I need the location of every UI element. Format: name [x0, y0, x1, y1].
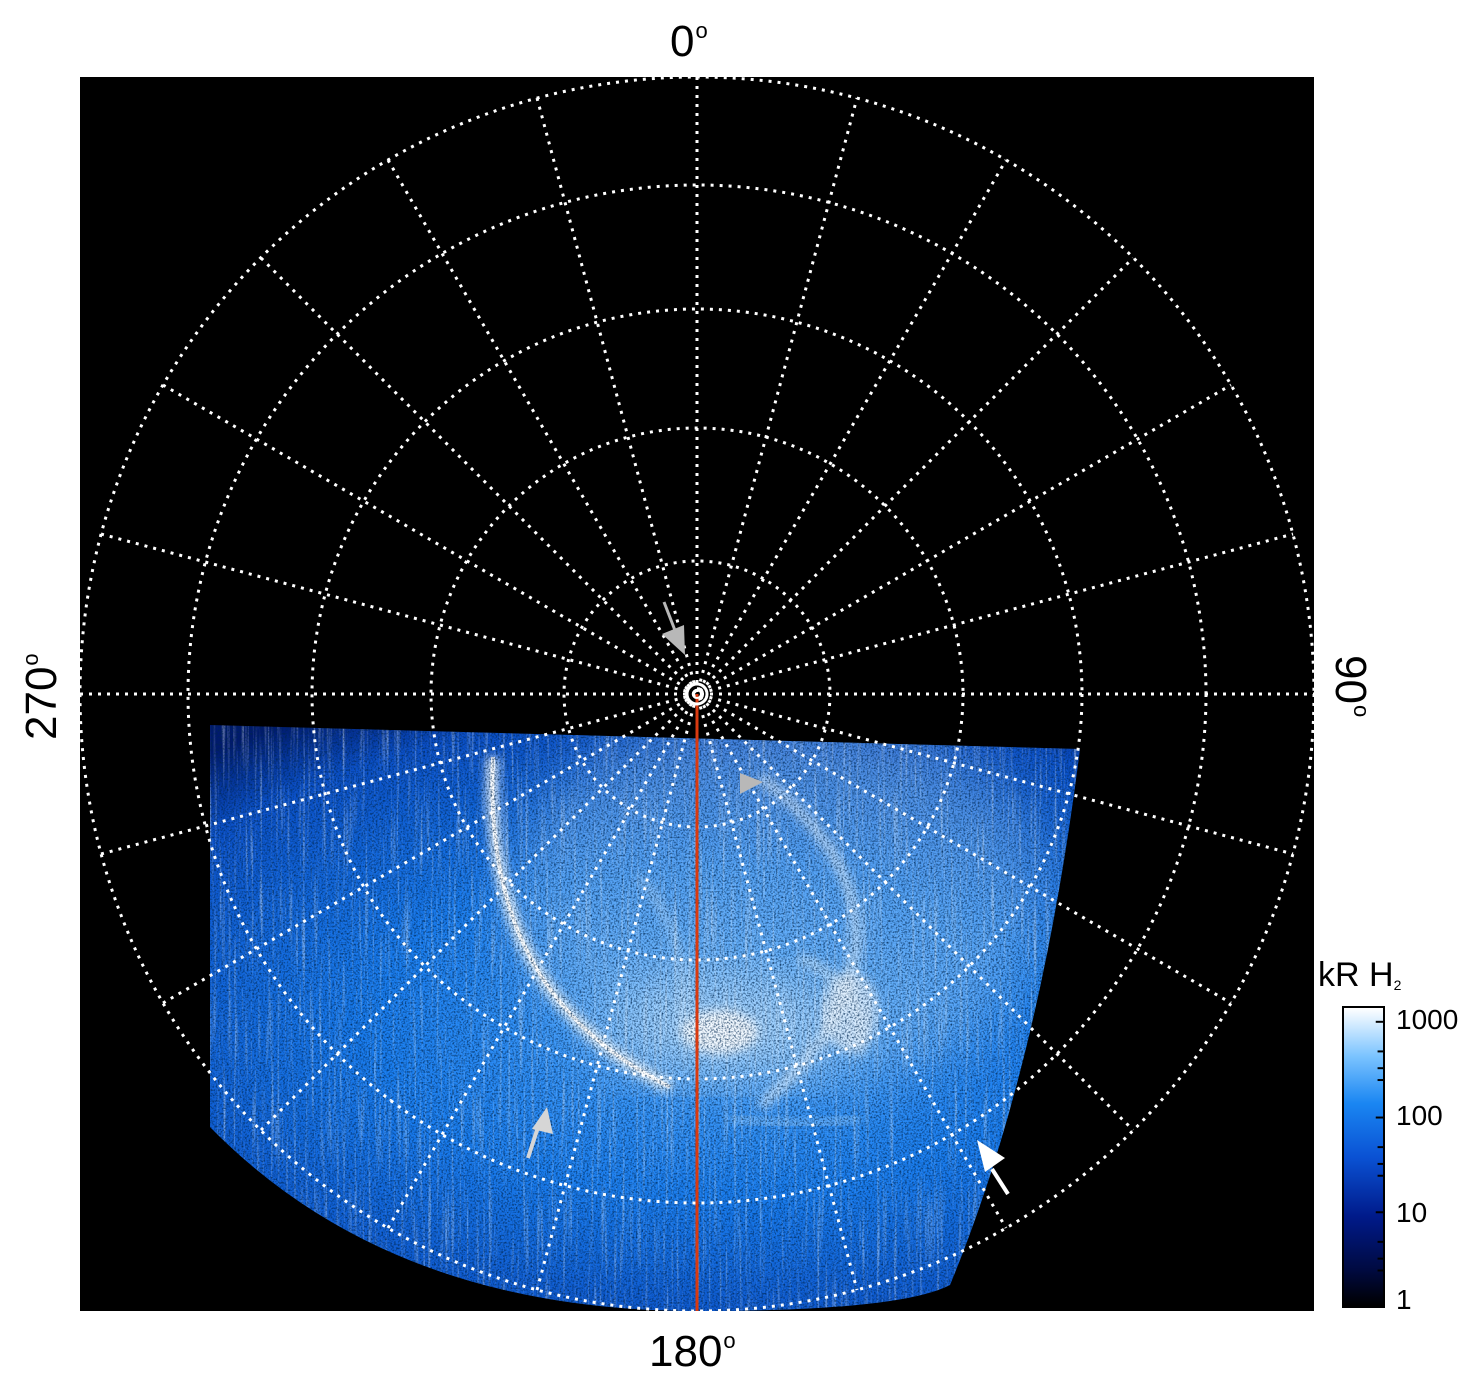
longitude-label-180: 180o	[649, 1327, 736, 1376]
arrow-gray-top-icon	[662, 601, 685, 655]
colorbar	[1342, 1006, 1385, 1308]
pole-marker	[685, 682, 709, 706]
aurora-emission-swath	[210, 725, 1080, 1311]
longitude-label-270: 270o	[17, 653, 66, 740]
colorbar-tick-10: 10	[1396, 1197, 1428, 1228]
arrow-gray-right-icon	[740, 773, 763, 794]
colorbar-tick-1: 1	[1396, 1284, 1412, 1315]
arrow-white-bottom-right-icon	[977, 1140, 1010, 1196]
longitude-label-90: 90o	[1326, 655, 1375, 718]
arrow-gray-bottom-left-icon	[526, 1107, 553, 1159]
polar-auroral-map	[80, 77, 1314, 1311]
colorbar-tick-1000: 1000	[1396, 1004, 1459, 1035]
colorbar-title: kR H2	[1318, 956, 1402, 994]
colorbar-tick-100: 100	[1396, 1100, 1443, 1131]
longitude-label-0: 0o	[670, 17, 708, 66]
